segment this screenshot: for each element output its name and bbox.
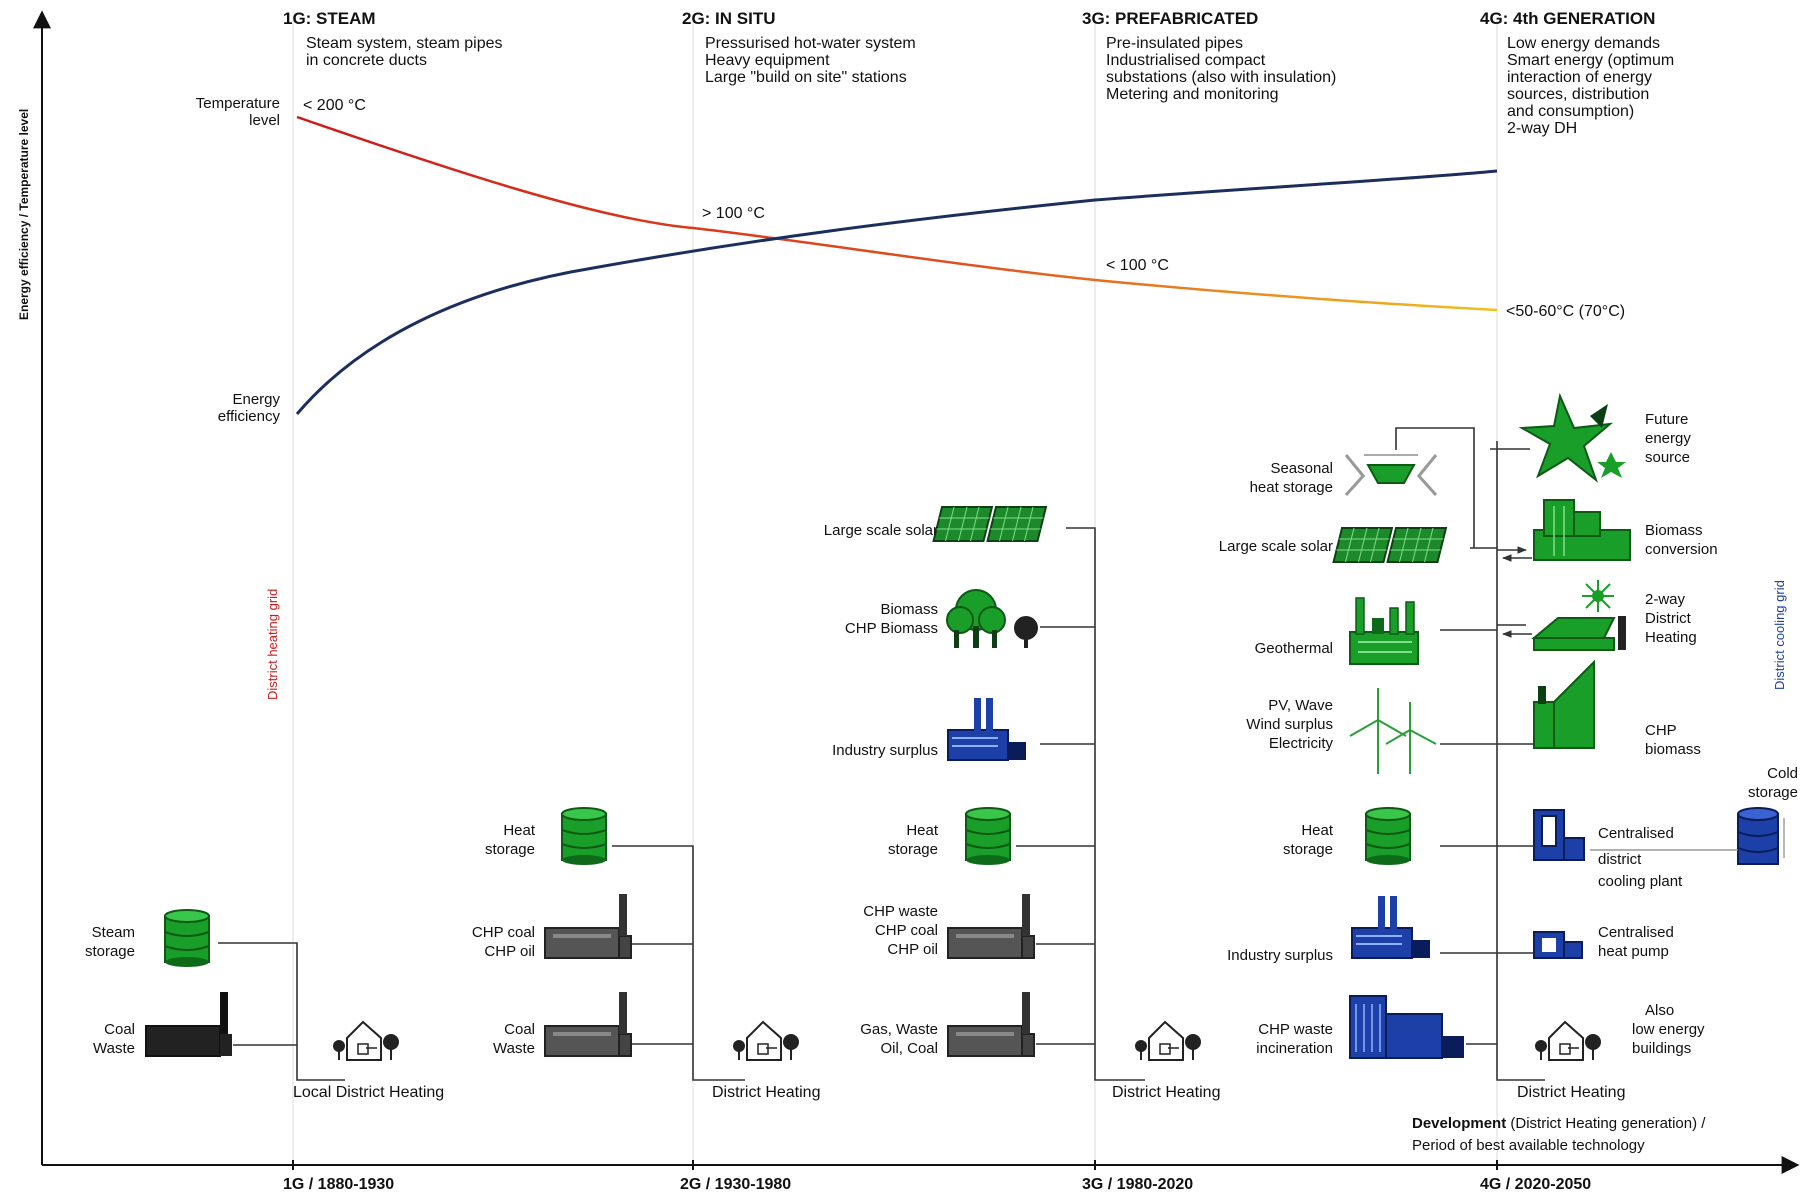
- y-axis-label: Energy efficiency / Temperature level: [17, 109, 31, 320]
- svg-text:1G: STEAM: 1G: STEAM: [283, 9, 376, 28]
- g2-connectors: [612, 845, 745, 1081]
- g1-steam-storage: Steam storage: [85, 909, 210, 968]
- g2-heat-storage: Heat storage: [485, 807, 607, 866]
- g4-future-energy-source: Future energy source: [1518, 392, 1691, 483]
- g1-network-label: Local District Heating: [293, 1084, 444, 1101]
- generation-header-3g: 3G: PREFABRICATED Pre-insulated pipes Ind…: [1082, 9, 1336, 103]
- g3-biomass: Biomass CHP Biomass: [845, 589, 1038, 648]
- g2-coal-waste-plant: Coal Waste: [493, 991, 632, 1057]
- generation-header-4g: 4G: 4th GENERATION Low energy demands Sma…: [1480, 9, 1674, 137]
- g3-house-icon: [1134, 1021, 1202, 1061]
- g3-network-label: District Heating: [1112, 1084, 1220, 1101]
- temperature-level-label: Temperature level: [196, 95, 280, 129]
- g4-left-connectors: [1395, 427, 1545, 1081]
- g3-gas-plant: Gas, Waste Oil, Coal: [860, 991, 1035, 1057]
- g4-geothermal: Geothermal: [1255, 597, 1419, 665]
- g4-low-energy-buildings: Also low energy buildings: [1632, 1002, 1705, 1057]
- tick-3g: 3G / 1980-2020: [1082, 1176, 1193, 1193]
- svg-text:2G: IN SITU: 2G: IN SITU: [682, 9, 776, 28]
- g4-chp-biomass: CHP biomass: [1533, 659, 1701, 758]
- g3-connectors: [1016, 527, 1145, 1081]
- district-heating-grid-label: District heating grid: [265, 589, 280, 700]
- g4-heat-storage: Heat storage: [1283, 807, 1411, 866]
- svg-text:Industry surplus: Industry surplus: [1227, 947, 1333, 964]
- tick-1g: 1G / 1880-1930: [283, 1176, 394, 1193]
- g4-right-stubs: [1490, 448, 1534, 954]
- g4-large-scale-solar: Large scale solar: [1219, 527, 1447, 563]
- g4-cooling-connectors: [1590, 818, 1785, 858]
- g4-house-icon: [1534, 1021, 1602, 1061]
- g1-connectors: [218, 942, 345, 1081]
- tick-2g: 2G / 1930-1980: [680, 1176, 791, 1193]
- temperature-curve: [296, 115, 1498, 312]
- g2-network-label: District Heating: [712, 1084, 820, 1101]
- g1-coal-waste-plant: Coal Waste: [93, 991, 233, 1057]
- g3-chp-plant: CHP waste CHP coal CHP oil: [863, 893, 1035, 959]
- x-axis-label: Development (District Heating generation…: [1412, 1115, 1706, 1132]
- g4-network-label: District Heating: [1517, 1084, 1625, 1101]
- g2-chp-plant: CHP coal CHP oil: [472, 893, 632, 960]
- g4-pv-wind-surplus: PV, Wave Wind surplus Electricity: [1246, 688, 1437, 774]
- g4-seasonal-heat-storage: Seasonal heat storage: [1250, 454, 1438, 497]
- tick-4g: 4G / 2020-2050: [1480, 1176, 1591, 1193]
- generation-header-2g: 2G: IN SITU Pressurised hot-water system…: [682, 9, 916, 86]
- g4-cold-storage: Cold storage: [1737, 765, 1798, 865]
- g4-centralised-heat-pump: Centralised heat pump: [1533, 924, 1674, 960]
- temp-label-4g: <50-60°C (70°C): [1506, 303, 1625, 320]
- generation-header-1g: 1G: STEAM Steam system, steam pipes in co…: [283, 9, 503, 69]
- x-axis-label-line2: Period of best available technology: [1412, 1137, 1645, 1154]
- svg-text:Large scale solar: Large scale solar: [824, 522, 938, 539]
- svg-text:Geothermal: Geothermal: [1255, 640, 1333, 657]
- g3-large-scale-solar: Large scale solar: [824, 506, 1047, 542]
- x-axis-ticks: 1G / 1880-1930 2G / 1930-1980 3G / 1980-…: [283, 1160, 1591, 1193]
- temp-label-2g: > 100 °C: [702, 205, 765, 222]
- energy-efficiency-label: Energy efficiency: [218, 391, 281, 425]
- temp-label-3g: < 100 °C: [1106, 257, 1169, 274]
- g1-house-icon: [332, 1021, 400, 1061]
- g4-centralised-cooling-plant: Centralised district cooling plant: [1533, 809, 1683, 890]
- efficiency-curve: [295, 169, 1498, 415]
- g3-heat-storage: Heat storage: [888, 807, 1011, 866]
- g4-two-way-district-heating: 2-way District Heating: [1531, 580, 1697, 651]
- temp-label-1g: < 200 °C: [303, 97, 366, 114]
- svg-text:4G: 4th GENERATION: 4G: 4th GENERATION: [1480, 9, 1655, 28]
- svg-text:Industry surplus: Industry surplus: [832, 742, 938, 759]
- g4-twoway-arrows: [1497, 625, 1532, 634]
- g4-chp-waste-incineration: CHP waste incineration: [1256, 995, 1464, 1059]
- district-cooling-grid-label: District cooling grid: [1772, 580, 1787, 690]
- svg-text:Large scale solar: Large scale solar: [1219, 538, 1333, 555]
- g3-industry-surplus: Industry surplus: [832, 697, 1027, 761]
- svg-text:3G: PREFABRICATED: 3G: PREFABRICATED: [1082, 9, 1258, 28]
- g4-industry-surplus: Industry surplus: [1227, 895, 1431, 964]
- g2-house-icon: [732, 1021, 800, 1061]
- g4-biomass-conversion: Biomass conversion: [1533, 499, 1718, 561]
